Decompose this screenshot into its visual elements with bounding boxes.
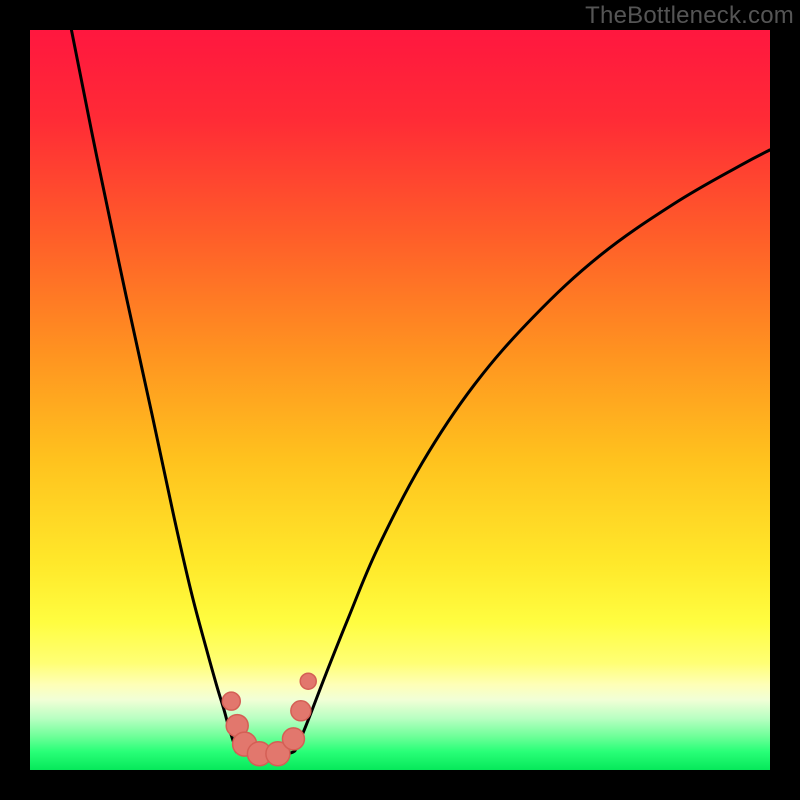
watermark-text: TheBottleneck.com	[585, 2, 794, 30]
data-marker	[222, 692, 240, 710]
chart-frame: TheBottleneck.com	[0, 0, 800, 800]
data-marker	[300, 673, 316, 689]
gradient-background	[30, 30, 770, 770]
border-left	[0, 0, 30, 800]
plot-area	[30, 30, 770, 770]
data-marker	[282, 728, 304, 750]
plot-svg	[30, 30, 770, 770]
border-bottom	[0, 770, 800, 800]
border-right	[770, 0, 800, 800]
data-marker	[291, 701, 311, 721]
